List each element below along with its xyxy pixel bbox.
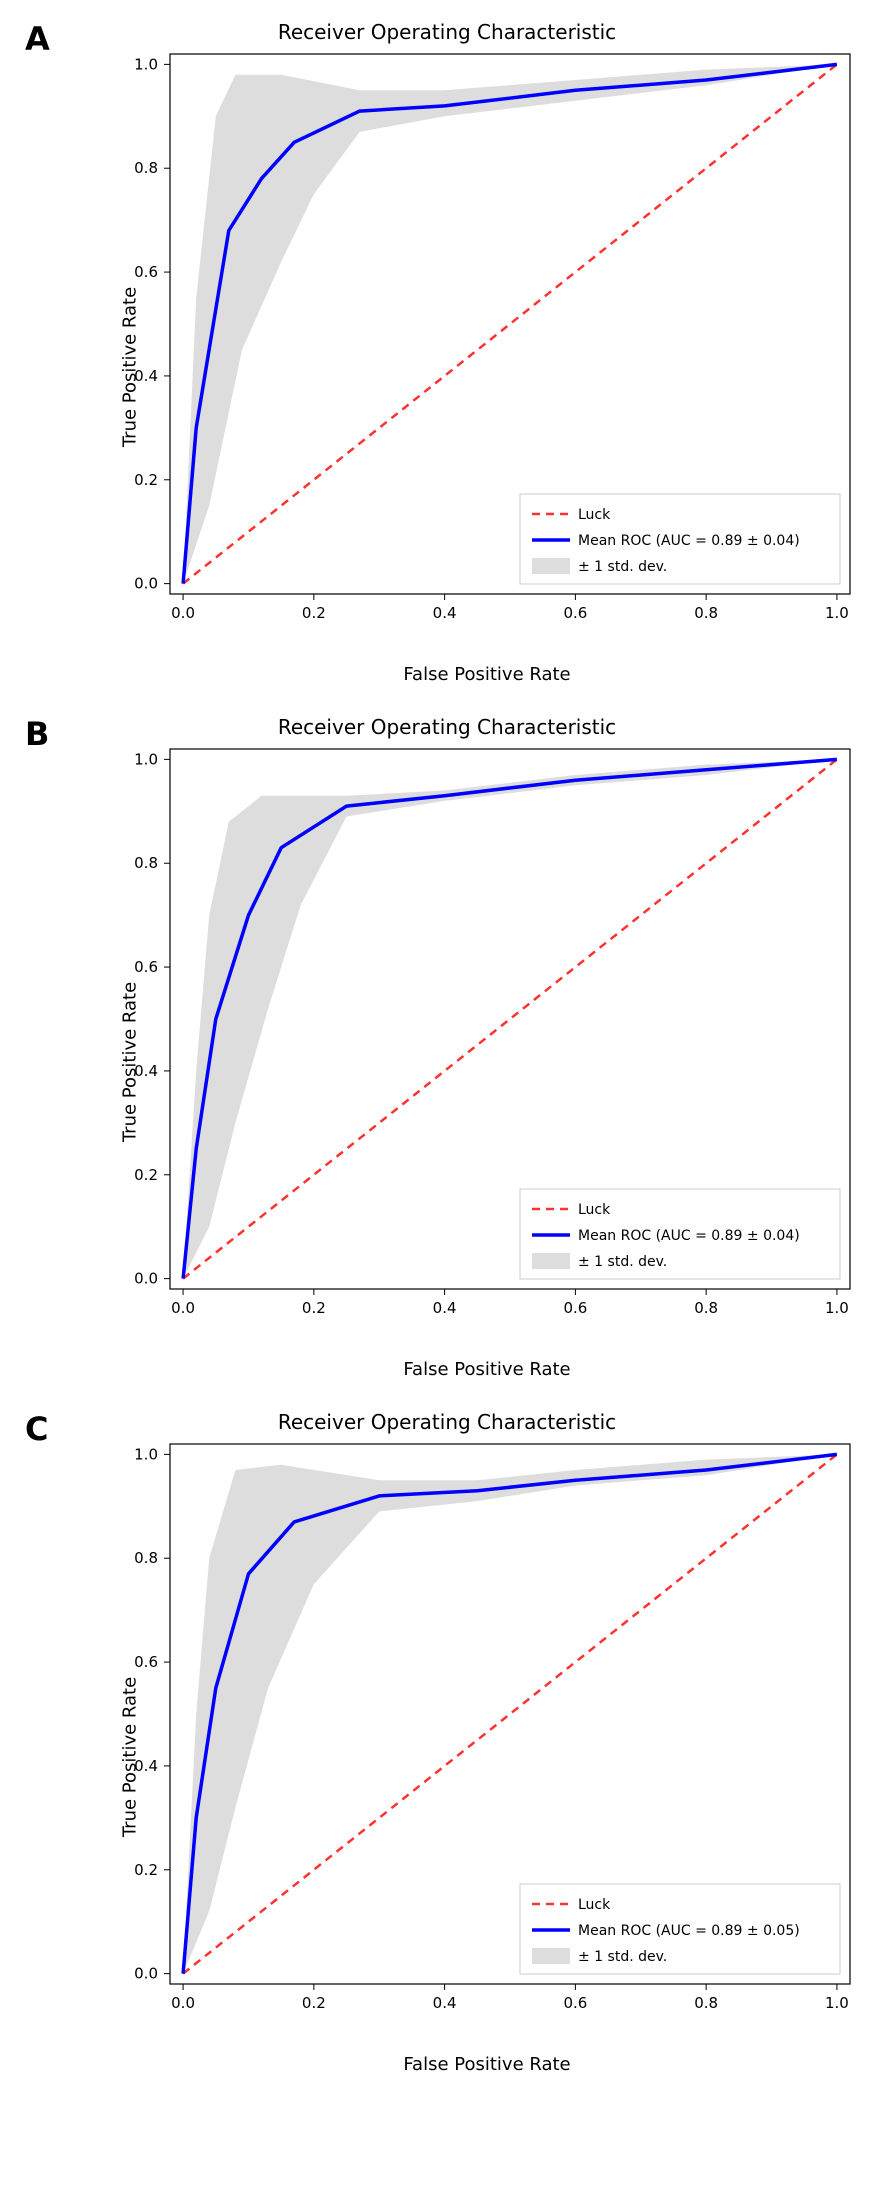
y-tick-label: 1.0 bbox=[134, 1445, 158, 1463]
x-tick-label: 0.2 bbox=[302, 1994, 326, 2012]
y-tick-label: 0.2 bbox=[134, 1166, 158, 1184]
panel-label: C bbox=[25, 1410, 48, 1448]
x-axis-label: False Positive Rate bbox=[120, 2054, 854, 2075]
plot-title: Receiver Operating Characteristic bbox=[20, 715, 874, 739]
y-axis-label: True Positive Rate bbox=[120, 287, 141, 447]
x-tick-label: 0.0 bbox=[171, 1994, 195, 2012]
legend-std-label: ± 1 std. dev. bbox=[578, 559, 667, 575]
plot-area: True Positive Rate 0.0 0.2 0.4 0.6 0.8 1.0 0.… bbox=[120, 744, 854, 1380]
roc-plot-svg: 0.00.20.40.60.81.0 0.00.20.40.60.81.0 Lu… bbox=[120, 744, 860, 1324]
legend-std-label: ± 1 std. dev. bbox=[578, 1949, 667, 1965]
legend-roc-label: Mean ROC (AUC = 0.89 ± 0.04) bbox=[578, 533, 800, 549]
x-tick-label: 0.2 bbox=[302, 1299, 326, 1317]
y-tick-label: 0.6 bbox=[134, 1653, 158, 1671]
x-axis-label: False Positive Rate bbox=[120, 1359, 854, 1380]
x-tick-label: 0.4 bbox=[433, 604, 457, 622]
panel-A: A Receiver Operating Characteristic True… bbox=[20, 20, 874, 685]
x-tick-label: 0.6 bbox=[563, 604, 587, 622]
y-tick-label: 0.8 bbox=[134, 1549, 158, 1567]
y-tick-label: 0.2 bbox=[134, 471, 158, 489]
x-tick-label: 0.6 bbox=[563, 1299, 587, 1317]
legend-luck-label: Luck bbox=[578, 507, 611, 523]
x-axis-label: False Positive Rate bbox=[120, 664, 854, 685]
panel-label: B bbox=[25, 715, 49, 753]
legend: Luck Mean ROC (AUC = 0.89 ± 0.04) ± 1 st… bbox=[520, 494, 840, 584]
roc-figure: A Receiver Operating Characteristic True… bbox=[20, 20, 874, 2075]
legend: Luck Mean ROC (AUC = 0.89 ± 0.04) ± 1 st… bbox=[520, 1189, 840, 1279]
y-tick-label: 0.6 bbox=[134, 263, 158, 281]
x-tick-label: 0.2 bbox=[302, 604, 326, 622]
y-tick-label: 0.2 bbox=[134, 1861, 158, 1879]
y-tick-label: 1.0 bbox=[134, 750, 158, 768]
y-tick-label: 0.8 bbox=[134, 159, 158, 177]
panel-B: B Receiver Operating Characteristic True… bbox=[20, 715, 874, 1380]
plot-title: Receiver Operating Characteristic bbox=[20, 20, 874, 44]
plot-area: True Positive Rate 0.0 0.2 0.4 0.6 0.8 1.0 0.… bbox=[120, 49, 854, 685]
x-tick-label: 1.0 bbox=[825, 604, 849, 622]
y-tick-label: 0.6 bbox=[134, 958, 158, 976]
x-tick-label: 0.4 bbox=[433, 1994, 457, 2012]
panel-C: C Receiver Operating Characteristic True… bbox=[20, 1410, 874, 2075]
x-tick-label: 0.8 bbox=[694, 1299, 718, 1317]
x-tick-label: 0.8 bbox=[694, 1994, 718, 2012]
y-tick-label: 0.0 bbox=[134, 1270, 158, 1288]
y-tick-label: 0.8 bbox=[134, 854, 158, 872]
y-tick-label: 0.0 bbox=[134, 1965, 158, 1983]
y-tick-label: 1.0 bbox=[134, 55, 158, 73]
legend-std-label: ± 1 std. dev. bbox=[578, 1254, 667, 1270]
plot-area: True Positive Rate 0.0 0.2 0.4 0.6 0.8 1.0 0.… bbox=[120, 1439, 854, 2075]
y-axis-label: True Positive Rate bbox=[120, 1677, 141, 1837]
y-tick-label: 0.0 bbox=[134, 575, 158, 593]
legend-roc-label: Mean ROC (AUC = 0.89 ± 0.04) bbox=[578, 1228, 800, 1244]
legend-luck-label: Luck bbox=[578, 1897, 611, 1913]
x-tick-label: 1.0 bbox=[825, 1299, 849, 1317]
legend-luck-label: Luck bbox=[578, 1202, 611, 1218]
x-tick-label: 0.8 bbox=[694, 604, 718, 622]
plot-title: Receiver Operating Characteristic bbox=[20, 1410, 874, 1434]
x-tick-label: 0.4 bbox=[433, 1299, 457, 1317]
x-tick-label: 0.6 bbox=[563, 1994, 587, 2012]
roc-plot-svg: 0.00.20.40.60.81.0 0.00.20.40.60.81.0 Lu… bbox=[120, 1439, 860, 2019]
roc-plot-svg: 0.00.20.40.60.81.0 0.00.20.40.60.81.0 Lu… bbox=[120, 49, 860, 629]
legend: Luck Mean ROC (AUC = 0.89 ± 0.05) ± 1 st… bbox=[520, 1884, 840, 1974]
panel-label: A bbox=[25, 20, 50, 58]
legend-roc-label: Mean ROC (AUC = 0.89 ± 0.05) bbox=[578, 1923, 800, 1939]
x-tick-label: 1.0 bbox=[825, 1994, 849, 2012]
x-tick-label: 0.0 bbox=[171, 1299, 195, 1317]
y-axis-label: True Positive Rate bbox=[120, 982, 141, 1142]
x-tick-label: 0.0 bbox=[171, 604, 195, 622]
